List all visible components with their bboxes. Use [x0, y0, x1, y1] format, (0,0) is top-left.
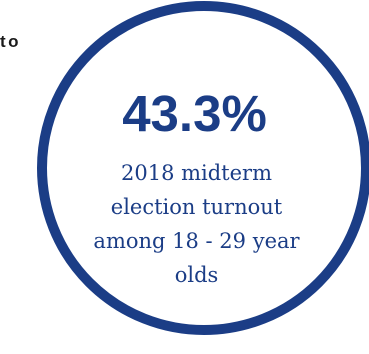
- caption-line-1: 2018 midterm: [120, 161, 272, 185]
- turnout-percentage: 43.3%: [122, 85, 267, 142]
- stat-circle: [37, 1, 369, 335]
- caption-line-4: olds: [174, 263, 219, 287]
- partial-heading-text: to: [0, 32, 22, 51]
- turnout-caption: 2018 midterm election turnout among 18 -…: [0, 156, 369, 292]
- caption-line-3: among 18 - 29 year: [93, 229, 300, 253]
- caption-line-2: election turnout: [110, 195, 283, 219]
